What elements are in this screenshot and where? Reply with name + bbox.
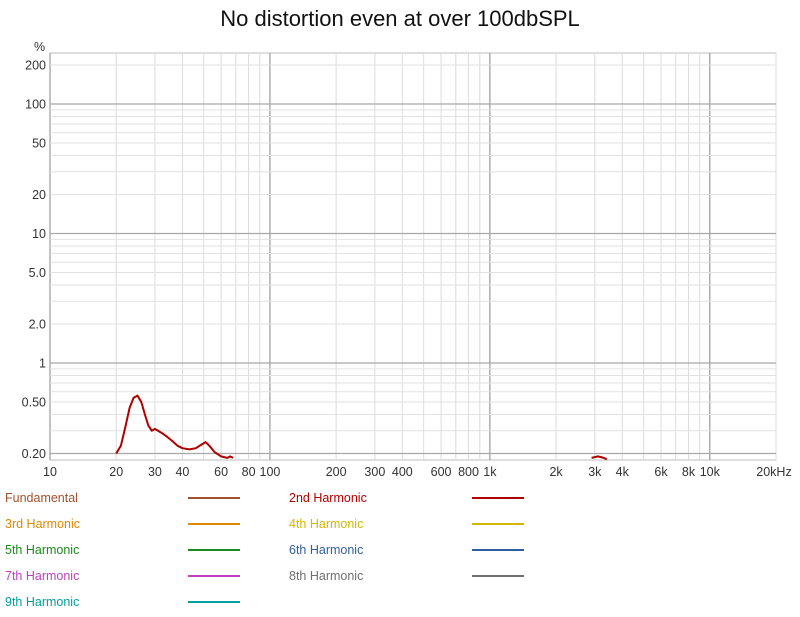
x-tick-label: 10	[43, 465, 57, 479]
x-tick-label: 20kHz	[756, 465, 791, 479]
plot-area: % 200 100 50 20 10 5.0 2.0 1 0.50 0.20 10 20 30 40 60 80…	[22, 40, 792, 479]
y-tick-label: 50	[32, 136, 46, 150]
legend-swatch-9th-harmonic	[188, 601, 240, 603]
y-tick-label: 5.0	[29, 266, 46, 280]
legend-swatch-8th-harmonic	[472, 575, 524, 577]
legend-swatch-fundamental	[188, 497, 240, 499]
x-tick-label: 4k	[616, 465, 630, 479]
x-tick-label: 20	[109, 465, 123, 479]
legend-swatch-2nd-harmonic	[472, 497, 524, 499]
legend-label-2nd-harmonic: 2nd Harmonic	[289, 491, 367, 505]
x-tick-label: 300	[364, 465, 385, 479]
x-tick-label: 2k	[549, 465, 563, 479]
legend-label-6th-harmonic: 6th Harmonic	[289, 543, 364, 557]
legend-swatch-6th-harmonic	[472, 549, 524, 551]
legend-label-8th-harmonic: 8th Harmonic	[289, 569, 364, 583]
y-tick-label: 0.20	[22, 447, 46, 461]
legend-label-3rd-harmonic: 3rd Harmonic	[5, 517, 81, 531]
legend-swatch-5th-harmonic	[188, 549, 240, 551]
chart-title: No distortion even at over 100dbSPL	[220, 6, 580, 31]
x-tick-label: 40	[175, 465, 189, 479]
legend-label-4th-harmonic: 4th Harmonic	[289, 517, 364, 531]
legend-label-9th-harmonic: 9th Harmonic	[5, 595, 80, 609]
y-tick-label: 0.50	[22, 395, 46, 409]
series-line-2nd-harmonic	[115, 394, 234, 459]
y-tick-label: 100	[25, 98, 46, 112]
legend-swatch-4th-harmonic	[472, 523, 524, 525]
x-tick-label: 80	[242, 465, 256, 479]
x-tick-label: 800	[458, 465, 479, 479]
legend-label-5th-harmonic: 5th Harmonic	[5, 543, 80, 557]
x-tick-label: 3k	[588, 465, 602, 479]
y-tick-label: 20	[32, 188, 46, 202]
y-tick-label: 2.0	[29, 318, 46, 332]
y-tick-label: 200	[25, 59, 46, 73]
x-tick-label: 10k	[700, 465, 721, 479]
x-tick-label: 6k	[654, 465, 668, 479]
legend-label-fundamental: Fundamental	[5, 491, 78, 505]
x-tick-label: 100	[260, 465, 281, 479]
x-tick-label: 400	[392, 465, 413, 479]
plot-frame	[49, 52, 777, 461]
legend-swatch-7th-harmonic	[188, 575, 240, 577]
x-tick-label: 30	[148, 465, 162, 479]
y-tick-label: 10	[32, 227, 46, 241]
y-unit-label: %	[34, 40, 45, 54]
legend: Fundamental 2nd Harmonic 3rd Harmonic 4th H…	[0, 488, 560, 613]
x-tick-label: 8k	[682, 465, 696, 479]
series-line-2nd-harmonic	[591, 455, 608, 461]
y-tick-label: 1	[39, 357, 46, 371]
x-tick-label: 200	[326, 465, 347, 479]
x-tick-label: 600	[431, 465, 452, 479]
x-tick-label: 1k	[483, 465, 497, 479]
legend-label-7th-harmonic: 7th Harmonic	[5, 569, 80, 583]
x-tick-label: 60	[214, 465, 228, 479]
legend-swatch-3rd-harmonic	[188, 523, 240, 525]
